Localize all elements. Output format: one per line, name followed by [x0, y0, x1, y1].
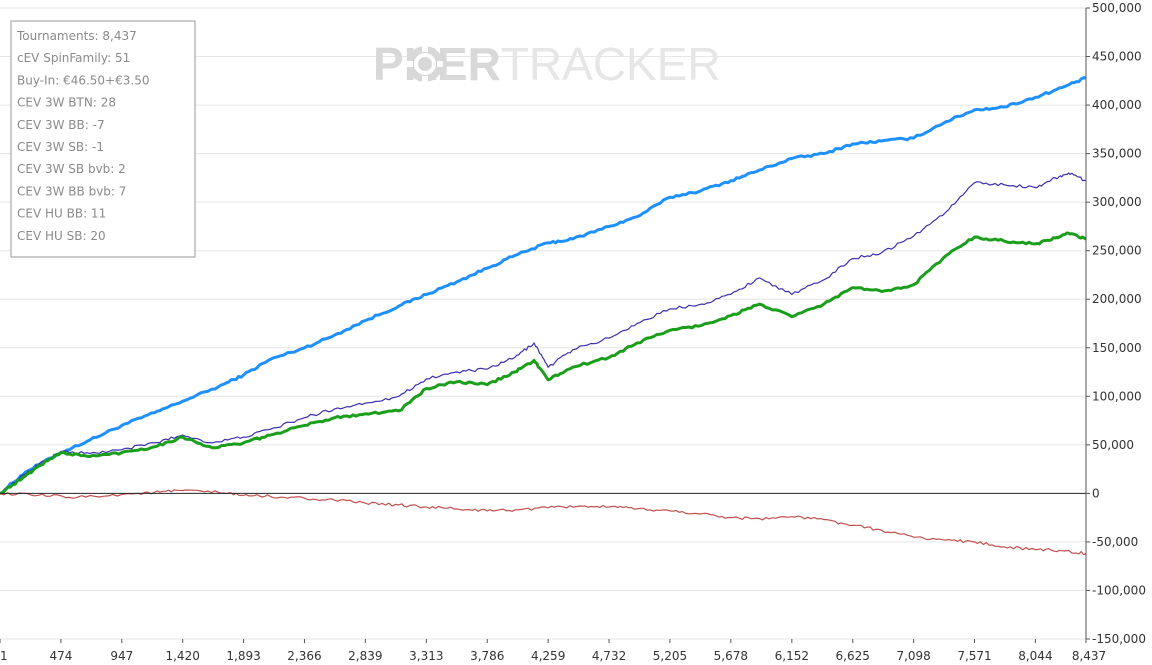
y-tick-label: 400,000 — [1092, 98, 1142, 112]
y-tick-label: 350,000 — [1092, 147, 1142, 161]
stats-line: CEV HU SB: 20 — [17, 229, 106, 243]
x-tick-label: 5,678 — [714, 649, 748, 663]
stats-line: Buy-In: €46.50+€3.50 — [17, 73, 149, 87]
stats-line: Tournaments: 8,437 — [16, 29, 137, 43]
x-tick-label: 1,420 — [165, 649, 199, 663]
y-tick-label: 300,000 — [1092, 195, 1142, 209]
series-line — [0, 76, 1087, 495]
x-tick-label: 7,098 — [896, 649, 930, 663]
stats-box: Tournaments: 8,437 cEV SpinFamily: 51 Buy-… — [10, 20, 196, 258]
y-tick-label: 500,000 — [1092, 1, 1142, 15]
y-tick-label: 150,000 — [1092, 341, 1142, 355]
series-line — [0, 489, 1087, 556]
y-tick-label: 200,000 — [1092, 292, 1142, 306]
y-tick-label: -150,000 — [1092, 632, 1146, 646]
x-tick-label: 4,259 — [531, 649, 565, 663]
series-lines — [0, 76, 1087, 556]
y-tick-label: -50,000 — [1092, 535, 1138, 549]
pokertracker-watermark: PKERTRACKER — [373, 38, 721, 90]
x-tick-label: 1 — [0, 649, 8, 663]
y-tick-label: 250,000 — [1092, 244, 1142, 258]
x-tick-label: 5,205 — [653, 649, 687, 663]
series-line — [0, 172, 1087, 494]
y-tick-label: 450,000 — [1092, 50, 1142, 64]
y-tick-label: 50,000 — [1092, 438, 1134, 452]
x-tick-label: 947 — [110, 649, 133, 663]
series-line — [0, 231, 1087, 495]
x-tick-label: 6,152 — [775, 649, 809, 663]
stats-line: CEV 3W BB: -7 — [17, 118, 105, 132]
poker-chip-icon — [407, 46, 443, 82]
watermark-tracker: TRACKER — [501, 38, 721, 90]
y-tick-label: 100,000 — [1092, 389, 1142, 403]
x-tick-label: 1,893 — [226, 649, 260, 663]
stats-line: CEV 3W BB bvb: 7 — [17, 184, 126, 198]
stats-line: CEV 3W SB: -1 — [17, 140, 104, 154]
stats-line: CEV HU BB: 11 — [17, 207, 106, 221]
stats-line: cEV SpinFamily: 51 — [17, 51, 130, 65]
x-tick-label: 4,732 — [592, 649, 626, 663]
y-axis-ticks: -150,000 -100,000 -50,000 0 50,000 100,000 150… — [1086, 1, 1146, 646]
x-tick-label: 3,313 — [409, 649, 443, 663]
x-tick-label: 6,625 — [836, 649, 870, 663]
y-tick-label: 0 — [1092, 486, 1100, 500]
x-tick-label: 2,839 — [348, 649, 382, 663]
y-tick-label: -100,000 — [1092, 583, 1146, 597]
x-tick-label: 3,786 — [470, 649, 504, 663]
x-tick-label: 2,366 — [287, 649, 321, 663]
watermark-letter-p: P — [373, 38, 404, 90]
x-tick-label: 7,571 — [957, 649, 991, 663]
x-tick-label: 474 — [49, 649, 72, 663]
x-tick-label: 8,437 — [1072, 649, 1106, 663]
stats-line: CEV 3W SB bvb: 2 — [17, 162, 126, 176]
x-axis-ticks: 1 474 947 1,420 1,893 2,366 2,839 3,313 3,786 4,2… — [0, 639, 1106, 663]
x-tick-label: 8,044 — [1018, 649, 1052, 663]
stats-line: CEV 3W BTN: 28 — [17, 96, 116, 110]
